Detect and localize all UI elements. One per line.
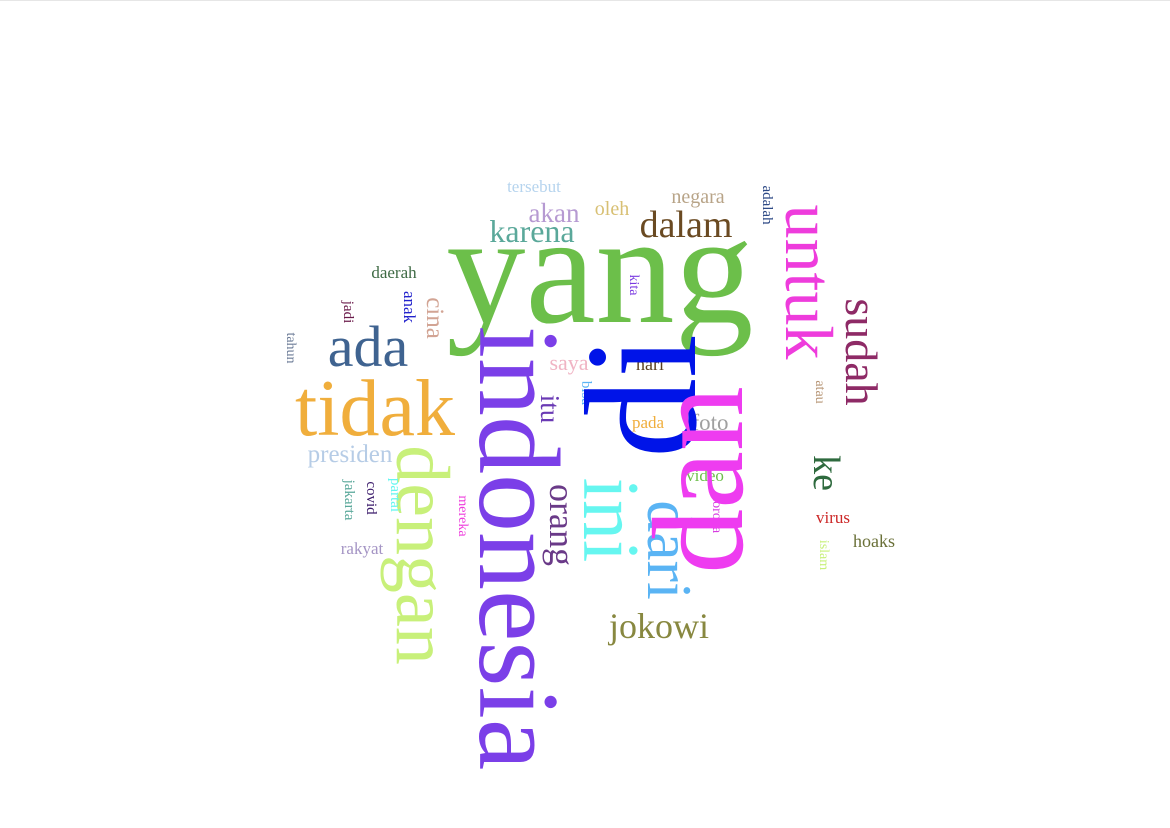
word-tahun: tahun (283, 332, 298, 363)
word-corona: corona (709, 495, 724, 534)
word-video: video (686, 466, 724, 485)
word-hari: hari (636, 354, 664, 374)
word-dari: dari (634, 500, 705, 600)
word-dan: dan (627, 386, 771, 574)
word-sudah: sudah (836, 298, 887, 405)
top-border (0, 0, 1170, 1)
word-jokowi: jokowi (607, 606, 709, 646)
word-islam: islam (816, 540, 831, 570)
word-dalam: dalam (640, 204, 733, 246)
word-virus: virus (816, 508, 850, 527)
word-ada: ada (328, 314, 409, 379)
word-jakarta: jakarta (341, 479, 357, 521)
word-tersebut: tersebut (507, 177, 561, 196)
word-daerah: daerah (371, 263, 417, 282)
word-karena: karena (489, 213, 574, 249)
word-untuk: untuk (771, 205, 847, 360)
word-kita: kita (626, 275, 641, 297)
word-di: di (552, 334, 730, 458)
word-dengan: dengan (380, 445, 464, 664)
word-atau: atau (812, 380, 827, 403)
word-ke: ke (805, 455, 847, 491)
word-adalah: adalah (759, 185, 775, 225)
word-oleh: oleh (595, 198, 629, 220)
word-itu: itu (535, 395, 565, 424)
word-akan: akan (529, 198, 580, 228)
word-ini: ini (566, 478, 654, 562)
word-negara: negara (671, 186, 724, 208)
word-mereka: mereka (455, 495, 470, 537)
word-anak: anak (400, 291, 419, 324)
word-yang: yang (446, 182, 753, 357)
word-tidak: tidak (295, 365, 455, 453)
word-hoaks: hoaks (853, 531, 895, 551)
word-indonesia: indonesia (454, 326, 582, 771)
word-partai: partai (387, 478, 403, 512)
word-foto: foto (691, 410, 728, 435)
word-saya: saya (549, 350, 588, 375)
word-orang: orang (542, 484, 582, 566)
word-pada: pada (632, 413, 665, 432)
word-jadi: jadi (340, 300, 356, 324)
word-covid: covid (363, 481, 379, 515)
word-cina: cina (421, 297, 448, 339)
word-presiden: presiden (308, 441, 393, 468)
word-bisa: bisa (578, 381, 594, 406)
word-rakyat: rakyat (341, 539, 384, 558)
